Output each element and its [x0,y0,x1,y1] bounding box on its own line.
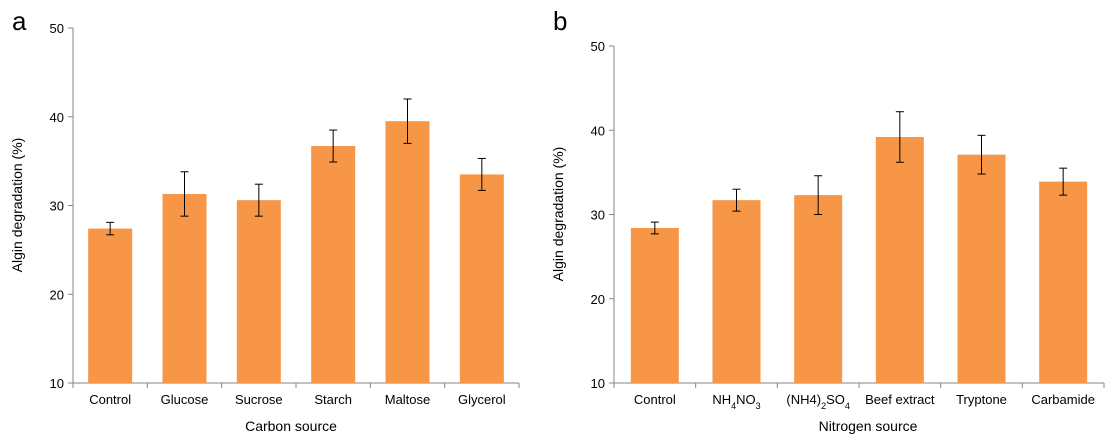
bar-a [236,200,281,383]
x-tick-label-a: Starch [314,392,352,407]
y-axis-label-b: Algin degradation (%) [550,147,566,282]
bar-a [459,174,504,383]
bar-b [712,200,761,383]
x-tick-label-b: Carbamide [1031,392,1095,407]
y-tick-label-a: 40 [50,110,64,125]
bar-a [88,228,133,383]
bar-b [957,154,1006,383]
panel-a: a Algin degradation (%) Carbon source 10… [9,6,520,434]
x-tick-label-a: Control [89,392,131,407]
y-axis-label-a: Algin degradation (%) [9,138,25,273]
x-tick-label-b: Beef extract [865,392,935,407]
x-tick-label-b: Control [634,392,676,407]
panel-label-b: b [553,6,567,36]
y-tick-label-b: 30 [591,208,605,223]
y-tick-label-a: 50 [50,21,64,36]
bar-b [875,136,924,383]
y-tick-label-b: 50 [591,39,605,54]
x-tick-label-b: Tryptone [956,392,1007,407]
x-tick-label-a: Sucrose [235,392,283,407]
y-tick-label-b: 20 [591,292,605,307]
bar-b [1039,181,1088,383]
panel-b: b Algin degradation (%) Nitrogen source … [550,6,1105,434]
panel-label-a: a [12,6,27,36]
x-axis-label-a: Carbon source [245,418,337,434]
y-tick-label-b: 10 [591,376,605,391]
bar-a [311,146,356,383]
bar-a [385,121,430,383]
x-axis-label-b: Nitrogen source [819,418,918,434]
bar-b [630,227,679,383]
bar-a [162,193,207,383]
y-tick-label-b: 40 [591,123,605,138]
y-tick-label-a: 30 [50,199,64,214]
x-tick-label-b: NH4NO3 [712,392,760,411]
x-tick-label-a: Glucose [161,392,209,407]
bar-b [794,195,843,383]
y-tick-label-a: 10 [50,376,64,391]
x-tick-label-b: (NH4)2SO4 [786,392,850,411]
x-tick-label-a: Glycerol [458,392,506,407]
y-tick-label-a: 20 [50,287,64,302]
x-tick-label-a: Maltose [385,392,431,407]
